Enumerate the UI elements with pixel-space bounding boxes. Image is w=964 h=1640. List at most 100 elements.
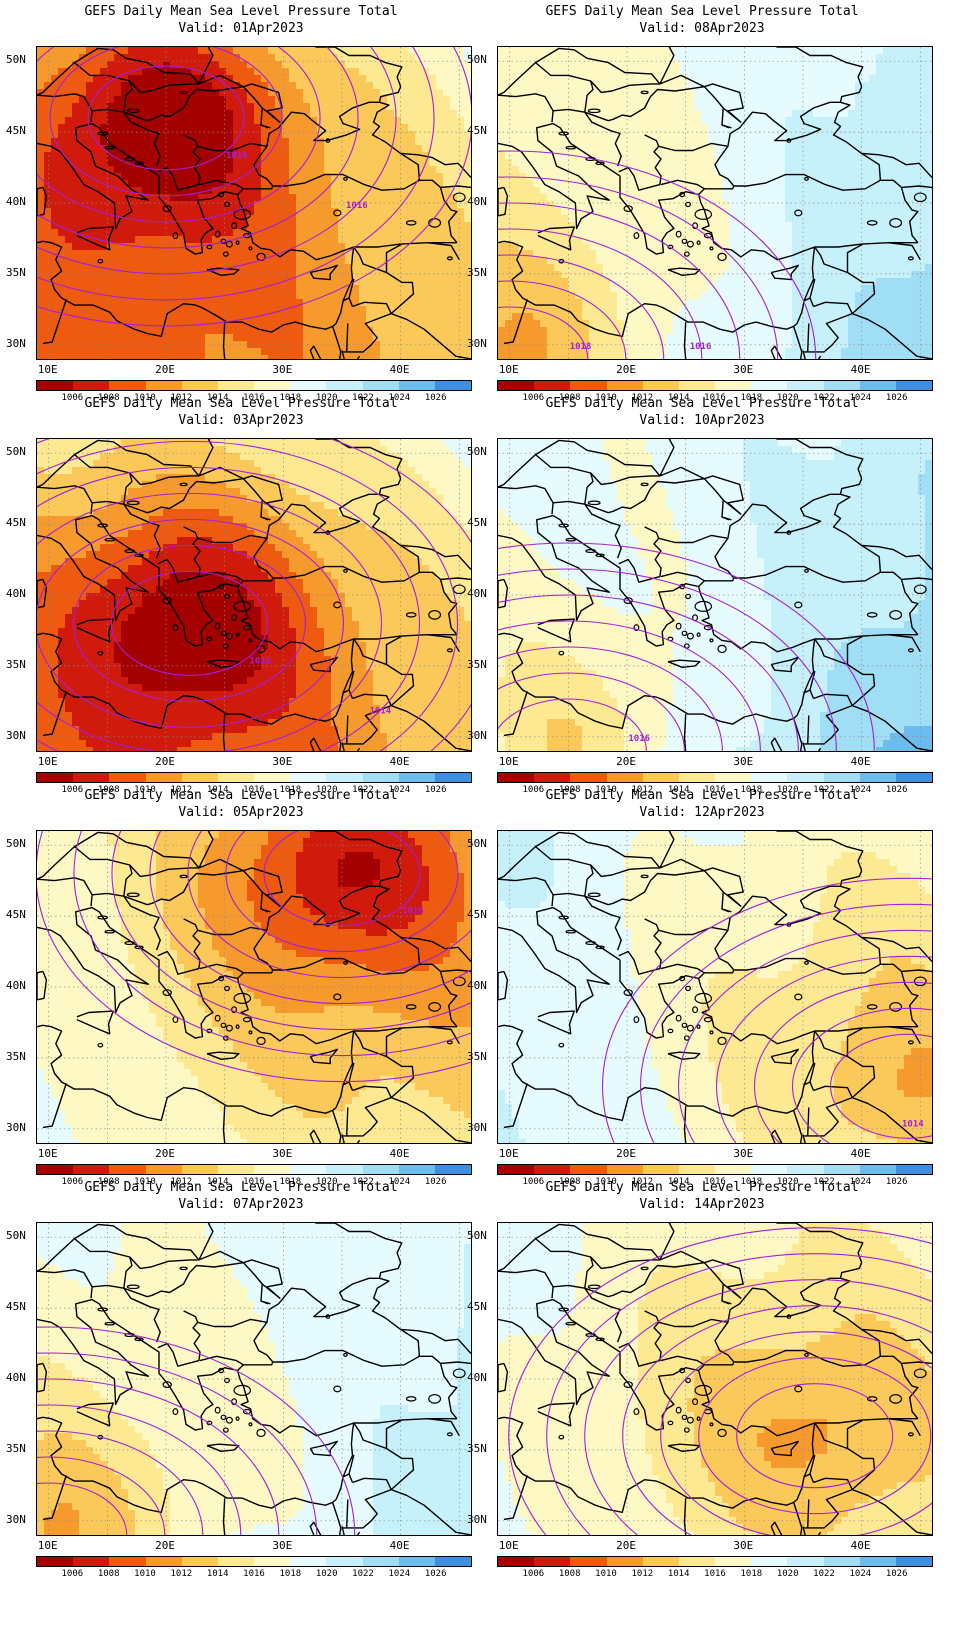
colorbar-label: 1020 [312, 1569, 342, 1579]
isobar-label: 1016 [226, 151, 248, 161]
panel-title: GEFS Daily Mean Sea Level Pressure Total [461, 1180, 943, 1196]
pressure-map [497, 1222, 933, 1536]
latitude-tick-label: 35N [467, 1442, 495, 1455]
colorbar-swatch [823, 773, 860, 782]
colorbar-swatch [37, 381, 74, 390]
colorbar-swatch [434, 773, 472, 782]
latitude-tick-label: 50N [6, 838, 34, 850]
colorbar-label: 1020 [312, 393, 342, 403]
colorbar [497, 380, 933, 391]
map-panel: GEFS Daily Mean Sea Level Pressure Total… [0, 392, 482, 802]
colorbar-label: 1008 [94, 785, 124, 795]
latitude-tick-label: 40N [467, 980, 495, 992]
colorbar-label: 1024 [845, 393, 875, 403]
pressure-map-svg: 1014 [498, 831, 932, 1143]
longitude-tick-label: 20E [606, 1148, 646, 1160]
colorbar-swatch [642, 381, 679, 390]
colorbar-label: 1014 [203, 785, 233, 795]
panel-valid-date: Valid: 12Apr2023 [461, 805, 943, 821]
colorbar-label: 1012 [166, 393, 196, 403]
colorbar [36, 380, 472, 391]
colorbar-swatch [145, 1557, 182, 1566]
colorbar-label: 1012 [627, 1177, 657, 1187]
panel-title: GEFS Daily Mean Sea Level Pressure Total [461, 788, 943, 804]
map-panel: GEFS Daily Mean Sea Level Pressure Total… [461, 784, 943, 1194]
colorbar-label: 1014 [203, 1569, 233, 1579]
colorbar [497, 1164, 933, 1175]
colorbar-swatch [570, 773, 607, 782]
colorbar-swatch [678, 1165, 716, 1174]
latitude-tick-label: 30N [467, 729, 495, 742]
colorbar-label: 1006 [57, 1177, 87, 1187]
colorbar-label: 1026 [421, 393, 451, 403]
colorbar-swatch [823, 1165, 860, 1174]
panel-title: GEFS Daily Mean Sea Level Pressure Total [0, 1180, 482, 1196]
pressure-map-svg: 1016 1016 [37, 47, 471, 359]
colorbar-label: 1020 [312, 785, 342, 795]
pressure-map-svg: 1016 [37, 831, 471, 1143]
colorbar-label: 1016 [700, 1177, 730, 1187]
colorbar-swatch [787, 1557, 824, 1566]
colorbar-label: 1018 [736, 1177, 766, 1187]
isobars [602, 877, 932, 1143]
panel-valid-date: Valid: 07Apr2023 [0, 1197, 482, 1213]
colorbar-label: 1006 [518, 785, 548, 795]
colorbar-swatch [859, 1557, 896, 1566]
latitude-tick-label: 40N [6, 980, 34, 992]
colorbar-swatch [859, 1165, 896, 1174]
longitude-tick-label: 20E [145, 1540, 185, 1552]
latitude-tick-label: 30N [467, 337, 495, 350]
longitude-tick-label: 20E [145, 364, 185, 376]
pressure-map-svg: 1018 1016 [498, 47, 932, 359]
colorbar-swatch [859, 381, 896, 390]
isobars [498, 150, 817, 359]
graticule [498, 1223, 932, 1535]
colorbar-swatch [678, 1557, 716, 1566]
graticule [498, 47, 932, 359]
map-panel: GEFS Daily Mean Sea Level Pressure Total… [461, 392, 943, 802]
colorbar-swatch [37, 1557, 74, 1566]
colorbar-swatch [398, 381, 435, 390]
map-panel: GEFS Daily Mean Sea Level Pressure Total… [0, 0, 482, 410]
colorbar-swatch [145, 381, 182, 390]
colorbar-label: 1006 [57, 1569, 87, 1579]
coastlines [37, 439, 471, 751]
colorbar-label: 1022 [809, 393, 839, 403]
colorbar-label: 1020 [773, 393, 803, 403]
colorbar-swatch [290, 1557, 327, 1566]
colorbar-swatch [398, 1557, 435, 1566]
pressure-map-svg [37, 1223, 471, 1535]
latitude-tick-label: 30N [6, 1513, 34, 1526]
colorbar-label: 1020 [312, 1177, 342, 1187]
colorbar-label: 1014 [203, 393, 233, 403]
latitude-tick-label: 35N [467, 1050, 495, 1063]
colorbar-label: 1018 [736, 393, 766, 403]
colorbar-swatch [290, 1165, 327, 1174]
colorbar-swatch [787, 1165, 824, 1174]
latitude-tick-label: 30N [6, 729, 34, 742]
colorbar-swatch [181, 381, 218, 390]
panel-valid-date: Valid: 03Apr2023 [0, 413, 482, 429]
coastlines [37, 47, 471, 359]
latitude-tick-label: 40N [467, 588, 495, 600]
colorbar-swatch [73, 381, 110, 390]
latitude-tick-label: 50N [467, 838, 495, 850]
colorbar-swatch [823, 381, 860, 390]
colorbar-swatch [678, 381, 716, 390]
colorbar-swatch [398, 1165, 435, 1174]
colorbar-swatch [715, 773, 752, 782]
colorbar-label: 1024 [384, 1569, 414, 1579]
colorbar-label: 1022 [348, 393, 378, 403]
longitude-tick-label: 40E [380, 1540, 420, 1552]
longitude-tick-label: 30E [262, 756, 302, 768]
colorbar [36, 1164, 472, 1175]
colorbar-swatch [217, 1557, 255, 1566]
colorbar-swatch [73, 1165, 110, 1174]
colorbar-swatch [895, 381, 933, 390]
isobars [37, 1326, 356, 1535]
latitude-tick-label: 45N [6, 125, 34, 137]
colorbar-label: 1006 [518, 1569, 548, 1579]
colorbar-swatch [715, 1165, 752, 1174]
colorbar-label: 1020 [773, 1177, 803, 1187]
colorbar-swatch [751, 773, 788, 782]
